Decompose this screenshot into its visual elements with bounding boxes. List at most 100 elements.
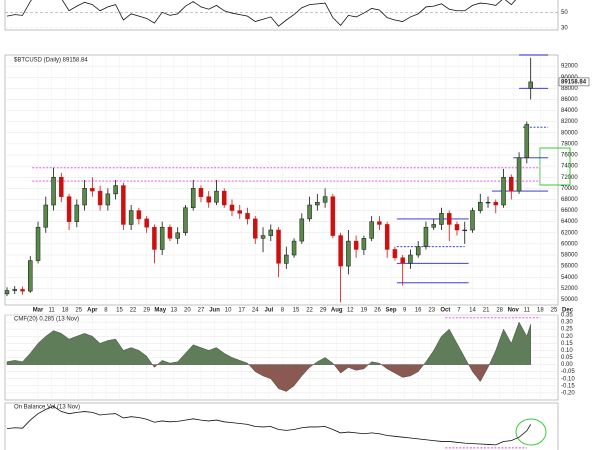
candle-body <box>446 213 452 225</box>
candle-body <box>268 229 274 236</box>
x-tick-label: 18 <box>537 308 544 314</box>
candle-body <box>284 254 289 264</box>
x-tick-label: 15 <box>116 308 123 314</box>
candle-body <box>528 81 533 89</box>
x-tick-label: 9 <box>403 308 407 314</box>
candle-body <box>377 221 382 225</box>
indicator-line <box>6 405 532 446</box>
candle-body <box>237 210 243 214</box>
x-tick-label: Apr <box>87 308 98 314</box>
price-title: $BTCUSD (Daily) 89158.84 <box>14 58 88 64</box>
highlight-ellipse <box>515 418 547 446</box>
y-tick-label: 56000 <box>561 264 578 270</box>
x-tick-label: Oct <box>440 308 450 314</box>
y-tick-label: 0.35 <box>561 313 573 319</box>
y-tick-label: -0.20 <box>561 390 575 396</box>
candle-body <box>315 201 320 206</box>
candle-body <box>462 229 467 232</box>
candle-body <box>408 254 413 264</box>
x-tick-label: 29 <box>320 308 327 314</box>
candle-body <box>90 188 95 192</box>
y-tick-label: 60000 <box>561 241 578 247</box>
x-tick-label: 22 <box>130 308 137 314</box>
last-value-box <box>558 77 590 87</box>
y-tick-label: 52000 <box>561 286 578 292</box>
candle-body <box>105 193 111 206</box>
y-tick-label: 88000 <box>561 86 578 92</box>
candle-body <box>35 226 41 261</box>
candle-body <box>221 190 227 206</box>
x-tick-label: 8 <box>281 308 285 314</box>
y-tick-label: 76000 <box>561 153 578 159</box>
candle-body <box>516 157 522 192</box>
candle-body <box>384 224 390 250</box>
y-tick-label: 80000 <box>561 130 578 136</box>
x-tick-label: Mar <box>33 308 44 314</box>
candle-body <box>74 204 80 222</box>
candle-body <box>361 238 367 250</box>
candle-body <box>485 201 491 204</box>
x-tick-label: 25 <box>75 308 82 314</box>
y-tick-label: -0.15 <box>561 383 575 389</box>
y-tick-label: 82000 <box>561 119 578 125</box>
price-panel <box>4 54 559 306</box>
candle-body <box>478 201 483 211</box>
x-tick-label: 20 <box>184 308 191 314</box>
x-tick-label: 19 <box>361 308 368 314</box>
x-tick-label: 22 <box>306 308 313 314</box>
y-tick-label: 92000 <box>561 64 578 70</box>
y-tick-label: 0.05 <box>561 355 573 361</box>
obv-title: On Balance Vol (13 Nov) <box>14 405 80 411</box>
highlight-box <box>539 147 571 186</box>
candle-body <box>307 204 312 220</box>
x-tick-label: Jul <box>265 308 274 314</box>
x-tick-label: 11 <box>524 308 531 314</box>
candle-body <box>152 226 157 250</box>
candle-body <box>175 232 180 239</box>
rsi-panel <box>4 0 559 31</box>
x-tick-label: 18 <box>62 308 69 314</box>
candle-body <box>128 210 134 225</box>
y-tick-label: 78000 <box>561 141 578 147</box>
x-tick-label: 7 <box>457 308 461 314</box>
y-tick-label: 50 <box>561 10 568 16</box>
candle-body <box>229 204 235 211</box>
candle-body <box>206 196 211 203</box>
candle-body <box>353 240 359 250</box>
y-tick-label: -0.05 <box>561 369 575 375</box>
y-tick-label: 30 <box>561 25 568 31</box>
candle-body <box>322 196 328 203</box>
candle-body <box>470 210 475 231</box>
y-tick-label: 0.00 <box>561 362 573 368</box>
y-tick-label: 0.20 <box>561 334 573 340</box>
y-tick-label: 0.30 <box>561 320 573 326</box>
y-tick-label: 70000 <box>561 186 578 192</box>
x-tick-label: 17 <box>238 308 245 314</box>
candle-body <box>346 240 351 267</box>
obv-panel <box>4 402 559 450</box>
x-tick-label: 16 <box>415 308 422 314</box>
y-tick-label: 0.15 <box>561 341 573 347</box>
candle-body <box>338 235 343 267</box>
cmf-area <box>6 321 531 392</box>
x-tick-label: 29 <box>143 308 150 314</box>
y-tick-label: 64000 <box>561 219 578 225</box>
candle-body <box>113 185 118 195</box>
x-tick-label: 25 <box>551 308 558 314</box>
candle-body <box>66 196 72 222</box>
x-tick-label: Dec <box>562 308 574 314</box>
candle-body <box>43 204 49 228</box>
candle-body <box>12 289 18 291</box>
candle-body <box>183 207 188 234</box>
y-tick-label: 58000 <box>561 253 578 259</box>
y-tick-label: 50000 <box>561 297 578 303</box>
candle-body <box>423 226 429 247</box>
candle-body <box>400 257 405 264</box>
candle-body <box>136 210 142 220</box>
indicator-line <box>6 0 517 27</box>
candle-body <box>454 224 460 231</box>
x-tick-label: Aug <box>331 308 343 314</box>
y-tick-label: 84000 <box>561 108 578 114</box>
candle-body <box>431 224 436 228</box>
